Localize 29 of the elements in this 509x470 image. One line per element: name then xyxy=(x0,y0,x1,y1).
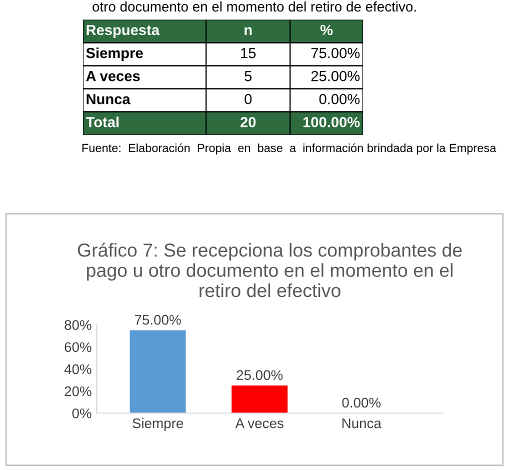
source-note: Fuente: Elaboración Propia en base a información brindada por la Empresa xyxy=(82,143,496,154)
y-tick-label: 40% xyxy=(64,364,92,374)
data-label: 75.00% xyxy=(311,48,360,58)
x-tick-label: A veces xyxy=(235,418,284,428)
y-tick-label: 0% xyxy=(72,408,92,418)
y-tick-label: 80% xyxy=(64,320,92,330)
data-label: 25.00% xyxy=(236,370,283,380)
category-label: Total xyxy=(86,116,118,128)
data-label: 75.00% xyxy=(134,314,181,325)
category-label: Nunca xyxy=(86,94,130,104)
data-label: 0.00% xyxy=(319,94,360,104)
x-tick-label: Siempre xyxy=(132,418,184,431)
y-tick-label: 60% xyxy=(64,342,92,352)
series-label: % xyxy=(320,24,333,36)
data-label: 25.00% xyxy=(311,70,360,82)
legend-title: Respuesta xyxy=(86,24,160,38)
data-label: 0.00% xyxy=(342,398,381,408)
data-label: 100.00% xyxy=(303,116,360,128)
y-tick-label: 20% xyxy=(64,386,92,396)
data-label: 0 xyxy=(244,94,252,104)
text: otro documento en el momento del retiro de efectivo. xyxy=(92,1,416,12)
series-label: n xyxy=(244,27,252,36)
data-label: 20 xyxy=(240,116,256,128)
chart-title: Gráfico 7: Se recepciona los comprobantes de pago u otro documento en el momento en el retiro del efectivo xyxy=(78,242,462,298)
category-label: A veces xyxy=(86,71,140,82)
data-label: 5 xyxy=(244,71,252,82)
x-tick-label: Nunca xyxy=(342,418,382,428)
data-label: 15 xyxy=(241,48,256,58)
category-label: Siempre xyxy=(86,47,143,62)
